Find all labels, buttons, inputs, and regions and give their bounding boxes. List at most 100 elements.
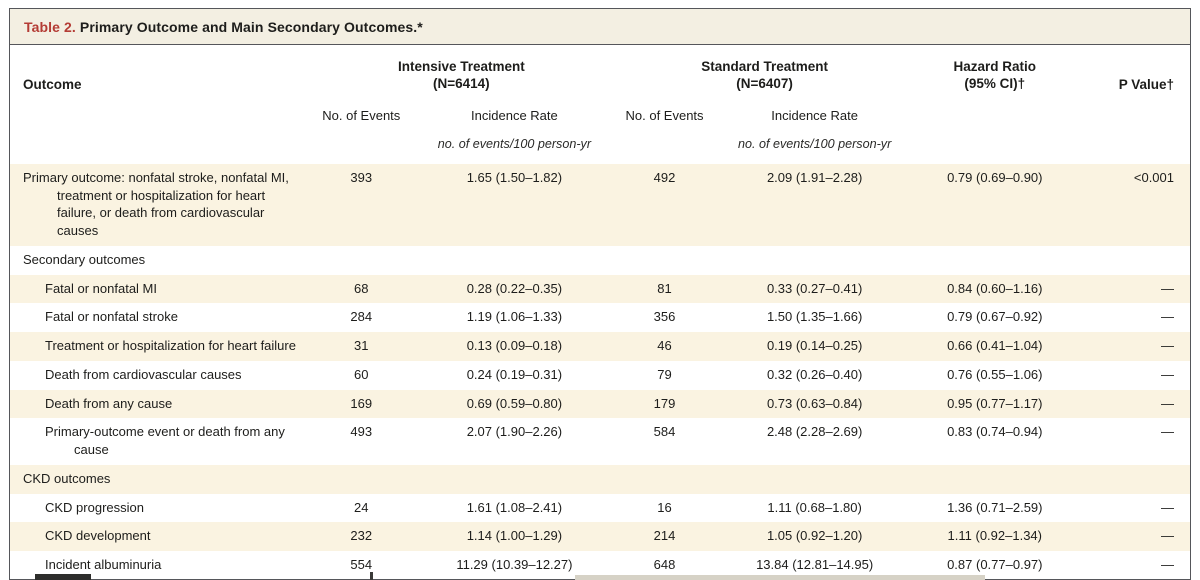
cell-incidence-intensive: 1.19 (1.06–1.33) <box>414 303 615 332</box>
table-row-heart-failure-hospitalization: Treatment or hospitalization for heart f… <box>10 331 1190 361</box>
table-row-primary-event-or-death: Primary-outcome event or death from any … <box>10 418 1190 465</box>
table-row-fatal-nonfatal-mi: Fatal or nonfatal MI 68 0.28 (0.22–0.35)… <box>10 274 1190 303</box>
cell-events-intensive: 393 <box>308 164 415 246</box>
cell-p-value: — <box>1074 389 1190 418</box>
hazard-ratio-line1: Hazard Ratio <box>953 59 1037 74</box>
table-row-ckd-development: CKD development 232 1.14 (1.00–1.29) 214… <box>10 522 1190 551</box>
section-row-ckd-outcomes: CKD outcomes <box>10 465 1190 494</box>
table-row-fatal-nonfatal-stroke: Fatal or nonfatal stroke 284 1.19 (1.06–… <box>10 303 1190 332</box>
header-row-units: no. of events/100 person-yr no. of event… <box>10 128 1190 164</box>
subheader-incidence-standard: Incidence Rate <box>714 98 915 128</box>
table-row-death-cardiovascular: Death from cardiovascular causes 60 0.24… <box>10 361 1190 390</box>
cell-events-intensive: 24 <box>308 493 415 522</box>
cell-p-value: — <box>1074 274 1190 303</box>
cell-incidence-intensive: 2.07 (1.90–2.26) <box>414 418 615 465</box>
cell-p-value: <0.001 <box>1074 164 1190 246</box>
cell-incidence-intensive: 0.69 (0.59–0.80) <box>414 389 615 418</box>
cell-events-standard: 214 <box>614 522 715 551</box>
table-title-text: Primary Outcome and Main Secondary Outco… <box>79 19 423 35</box>
units-spacer <box>915 128 1075 164</box>
column-header-hazard-ratio: Hazard Ratio (95% CI)† <box>914 45 1075 98</box>
outcomes-table-frame: Table 2. Primary Outcome and Main Second… <box>9 8 1191 580</box>
cell-events-intensive: 284 <box>308 303 415 332</box>
subheader-events-intensive: No. of Events <box>308 98 415 128</box>
cell-p-value: — <box>1074 361 1190 390</box>
column-header-outcome: Outcome <box>10 45 309 98</box>
cell-p-value: — <box>1074 493 1190 522</box>
cell-hazard-ratio: 0.95 (0.77–1.17) <box>914 389 1075 418</box>
units-spacer <box>1075 128 1190 164</box>
cell-p-value: — <box>1074 331 1190 361</box>
cell-incidence-standard: 0.33 (0.27–0.41) <box>714 274 915 303</box>
row-label: Fatal or nonfatal stroke <box>10 303 309 332</box>
row-label: Death from cardiovascular causes <box>10 361 309 390</box>
header-row-groups: Outcome Intensive Treatment (N=6414) Sta… <box>10 45 1190 98</box>
units-spacer <box>614 128 714 164</box>
group-standard-n: (N=6407) <box>736 76 793 91</box>
cell-events-standard: 16 <box>614 493 715 522</box>
table-row-incident-albuminuria: Incident albuminuria 554 11.29 (10.39–12… <box>10 550 1190 579</box>
column-group-intensive: Intensive Treatment (N=6414) <box>308 45 615 98</box>
cell-events-standard: 356 <box>614 303 715 332</box>
cell-incidence-intensive: 1.65 (1.50–1.82) <box>414 164 615 246</box>
cell-incidence-standard: 2.09 (1.91–2.28) <box>714 164 915 246</box>
cell-events-intensive: 68 <box>308 274 415 303</box>
header-row-sub: No. of Events Incidence Rate No. of Even… <box>10 98 1190 128</box>
row-label: Treatment or hospitalization for heart f… <box>10 331 309 361</box>
section-label: Secondary outcomes <box>10 246 1190 275</box>
cell-hazard-ratio: 0.83 (0.74–0.94) <box>914 418 1075 465</box>
header-spacer <box>914 98 1075 128</box>
group-standard-name: Standard Treatment <box>701 59 828 74</box>
subheader-events-standard: No. of Events <box>614 98 715 128</box>
cell-hazard-ratio: 0.79 (0.67–0.92) <box>914 303 1075 332</box>
cell-events-standard: 584 <box>614 418 715 465</box>
units-spacer <box>10 128 308 164</box>
header-spacer <box>10 98 309 128</box>
cell-incidence-standard: 2.48 (2.28–2.69) <box>714 418 915 465</box>
units-spacer <box>308 128 414 164</box>
hazard-ratio-line2: (95% CI)† <box>964 76 1026 91</box>
row-label: Primary outcome: nonfatal stroke, nonfat… <box>10 164 309 246</box>
row-label: Fatal or nonfatal MI <box>10 274 309 303</box>
cell-hazard-ratio: 0.76 (0.55–1.06) <box>914 361 1075 390</box>
cell-hazard-ratio: 0.79 (0.69–0.90) <box>914 164 1075 246</box>
row-label: Death from any cause <box>10 389 309 418</box>
row-label: CKD progression <box>10 493 309 522</box>
row-label: CKD development <box>10 522 309 551</box>
cell-events-standard: 81 <box>614 274 715 303</box>
table-title: Table 2. Primary Outcome and Main Second… <box>10 9 1190 45</box>
cell-events-intensive: 169 <box>308 389 415 418</box>
cell-incidence-standard: 0.19 (0.14–0.25) <box>714 331 915 361</box>
column-group-standard: Standard Treatment (N=6407) <box>614 45 915 98</box>
cell-hazard-ratio: 0.66 (0.41–1.04) <box>914 331 1075 361</box>
cell-hazard-ratio: 0.87 (0.77–0.97) <box>914 550 1075 579</box>
cell-events-standard: 492 <box>614 164 715 246</box>
cell-incidence-standard: 0.32 (0.26–0.40) <box>714 361 915 390</box>
cell-incidence-standard: 1.11 (0.68–1.80) <box>714 493 915 522</box>
table-row-death-any-cause: Death from any cause 169 0.69 (0.59–0.80… <box>10 389 1190 418</box>
cell-incidence-intensive: 0.28 (0.22–0.35) <box>414 274 615 303</box>
cell-incidence-intensive: 0.24 (0.19–0.31) <box>414 361 615 390</box>
row-label: Primary-outcome event or death from any … <box>10 418 309 465</box>
cell-p-value: — <box>1074 418 1190 465</box>
cutoff-artifact <box>370 572 373 580</box>
table-number-label: Table 2. <box>24 19 76 35</box>
cell-events-standard: 648 <box>614 550 715 579</box>
cell-hazard-ratio: 1.11 (0.92–1.34) <box>914 522 1075 551</box>
table-row-primary-outcome: Primary outcome: nonfatal stroke, nonfat… <box>10 164 1190 246</box>
section-row-secondary-outcomes: Secondary outcomes <box>10 246 1190 275</box>
cutoff-footnote-strip <box>0 568 1200 580</box>
outcomes-table: Outcome Intensive Treatment (N=6414) Sta… <box>10 45 1190 579</box>
cutoff-artifact <box>35 574 91 580</box>
cell-events-intensive: 493 <box>308 418 415 465</box>
cutoff-artifact <box>575 575 985 580</box>
cell-hazard-ratio: 1.36 (0.71–2.59) <box>914 493 1075 522</box>
cell-events-intensive: 60 <box>308 361 415 390</box>
cell-events-standard: 79 <box>614 361 715 390</box>
units-label-standard: no. of events/100 person-yr <box>737 137 892 151</box>
table-row-ckd-progression: CKD progression 24 1.61 (1.08–2.41) 16 1… <box>10 493 1190 522</box>
cell-p-value: — <box>1074 522 1190 551</box>
cell-events-intensive: 31 <box>308 331 415 361</box>
cell-incidence-intensive: 0.13 (0.09–0.18) <box>414 331 615 361</box>
cell-events-standard: 46 <box>614 331 715 361</box>
